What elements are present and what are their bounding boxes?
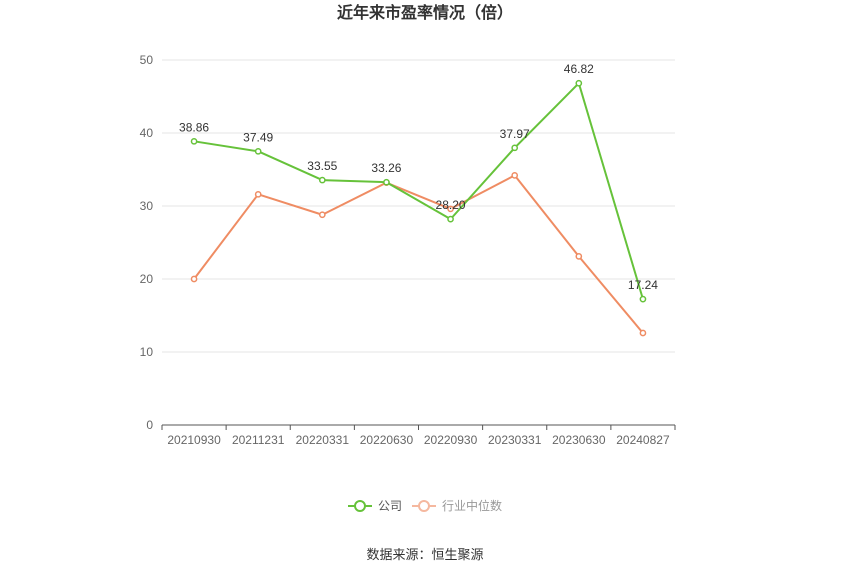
data-point[interactable] xyxy=(254,190,262,198)
x-tick-label: 20210930 xyxy=(167,433,221,447)
grid-lines xyxy=(162,59,675,353)
legend-item-company[interactable]: 公司 xyxy=(348,499,402,513)
x-axis-ticks: 20210930 20211231 20220331 20220630 20220930… xyxy=(161,425,676,447)
legend-label-company: 公司 xyxy=(378,499,402,513)
data-point[interactable] xyxy=(190,275,198,283)
y-axis-ticks: 0 10 20 30 40 50 xyxy=(140,53,154,432)
chart-title: 近年来市盈率情况（倍） xyxy=(337,3,513,22)
x-tick-label: 20211231 xyxy=(232,433,285,447)
y-tick-label: 0 xyxy=(146,418,153,432)
x-tick-label: 20240827 xyxy=(616,433,670,447)
y-tick-label: 40 xyxy=(140,126,154,140)
data-label: 37.97 xyxy=(500,127,530,141)
data-labels: 38.86 37.49 33.55 33.26 28.20 37.97 46.82 17.24 xyxy=(179,62,658,292)
data-point[interactable] xyxy=(511,171,519,179)
data-label: 17.24 xyxy=(628,278,658,292)
data-point[interactable] xyxy=(575,253,583,260)
x-tick-label: 20220331 xyxy=(296,433,350,447)
legend-item-industry-median[interactable]: 行业中位数 xyxy=(412,498,502,513)
data-label: 33.55 xyxy=(307,159,337,173)
data-point[interactable] xyxy=(190,137,198,145)
data-label: 46.82 xyxy=(564,62,594,76)
data-point[interactable] xyxy=(639,329,647,337)
data-point[interactable] xyxy=(639,295,647,303)
data-point[interactable] xyxy=(447,215,454,223)
data-point[interactable] xyxy=(575,79,583,87)
x-tick-label: 20230630 xyxy=(552,433,606,447)
data-label: 37.49 xyxy=(243,130,273,144)
legend: 公司 行业中位数 xyxy=(348,498,502,513)
x-tick-label: 20230331 xyxy=(488,433,542,447)
series-line-0 xyxy=(193,82,644,300)
data-point[interactable] xyxy=(383,178,390,186)
legend-label-industry-median: 行业中位数 xyxy=(442,498,502,513)
data-point[interactable] xyxy=(318,176,326,184)
data-point[interactable] xyxy=(318,211,326,219)
data-point[interactable] xyxy=(447,205,454,213)
data-source-note: 数据来源：恒生聚源 xyxy=(366,548,483,563)
data-label: 33.26 xyxy=(371,161,401,175)
data-point[interactable] xyxy=(511,144,519,152)
data-point[interactable] xyxy=(254,147,262,155)
x-tick-label: 20220930 xyxy=(424,433,478,447)
y-tick-label: 20 xyxy=(140,272,154,286)
data-label: 38.86 xyxy=(179,120,209,134)
y-tick-label: 50 xyxy=(140,53,154,67)
y-tick-label: 10 xyxy=(140,345,154,359)
legend-marker-industry-median xyxy=(418,500,430,512)
series-layer xyxy=(190,79,647,337)
legend-marker-company xyxy=(354,500,366,512)
x-tick-label: 20220630 xyxy=(360,433,414,447)
y-tick-label: 30 xyxy=(140,199,154,213)
data-label: 28.20 xyxy=(436,198,466,212)
series-line-1 xyxy=(193,174,644,334)
